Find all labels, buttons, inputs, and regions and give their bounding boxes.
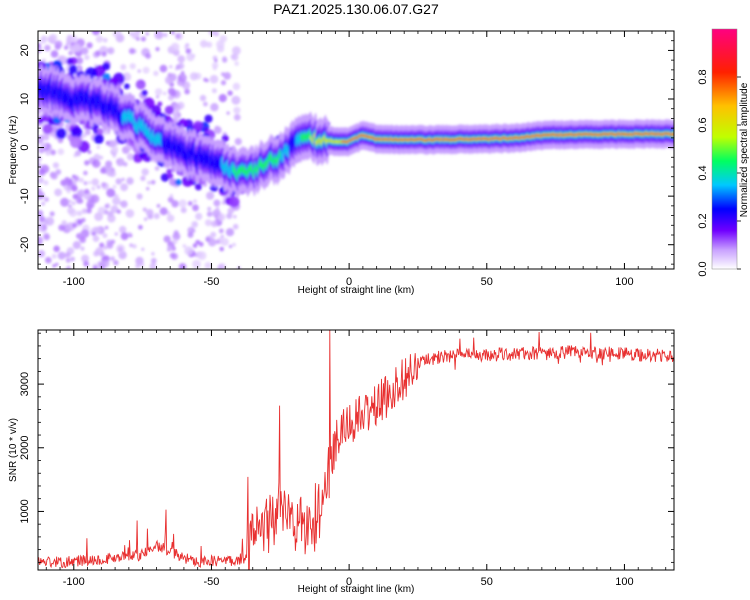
spectrogram-y-tick-label: 10 [19,93,31,105]
snr-y-ticks: 1000 2000 3000 [19,332,674,563]
spectrogram-y-tick-label: 20 [19,44,31,56]
spectrogram-x-tick-label: -50 [204,276,220,288]
colorbar-tick-label: 0.2 [697,213,709,228]
colorbar-tick-label: 0.6 [697,117,709,132]
snr-y-tick-label: 1000 [19,499,31,523]
snr-x-ticks: -100 -50 0 50 100 [45,330,667,588]
snr-x-tick-label: 0 [346,576,352,588]
colorbar-label: Normalized spectral amplitude [739,82,750,217]
spectrogram-y-label: Frequency (Hz) [8,116,19,185]
snr-y-label: SNR (10 * v/v) [8,418,19,482]
spectrogram-x-label: Height of straight line (km) [298,285,415,296]
spectrogram-x-tick-label: 0 [346,276,352,288]
colorbar-frame [711,28,738,270]
colorbar-tick-label: 0.8 [697,69,709,84]
snr-x-tick-label: 50 [481,576,493,588]
snr-x-tick-label: 100 [615,576,633,588]
snr-background [38,330,674,570]
spectrogram-y-tick-label: 0 [19,145,31,151]
colorbar-ticks: 0.0 0.2 0.4 0.6 0.8 [697,69,741,277]
snr-x-tick-label: -50 [204,576,220,588]
snr-y-tick-label: 2000 [19,436,31,460]
colorbar-gradient [712,29,737,269]
snr-panel: -100 -50 0 50 100 1000 2000 3000 Height of str… [8,329,675,595]
spectrogram-y-ticks: -20 -10 0 10 20 [19,30,674,265]
snr-x-tick-label: -100 [63,576,85,588]
figure-title: PAZ1.2025.130.06.07.G27 [273,1,439,17]
spectrogram-frame [37,30,675,270]
snr-series-line [38,330,674,570]
spectrogram-y-tick-label: -20 [19,237,31,253]
snr-frame [37,329,675,571]
spectrogram-image [38,31,674,269]
colorbar: 0.0 0.2 0.4 0.6 0.8 Normalized spectral ampl… [697,28,750,277]
spectrogram-x-tick-label: -100 [63,276,85,288]
colorbar-tick-label: 0.4 [697,165,709,180]
spectrogram-y-tick-label: -10 [19,188,31,204]
spectrogram-x-ticks: -100 -50 0 50 100 [45,31,667,288]
colorbar-tick-label: 0.0 [697,261,709,276]
snr-y-tick-label: 3000 [19,372,31,396]
spectrogram-x-tick-label: 100 [615,276,633,288]
snr-x-label: Height of straight line (km) [298,584,415,595]
spectrogram-x-tick-label: 50 [481,276,493,288]
